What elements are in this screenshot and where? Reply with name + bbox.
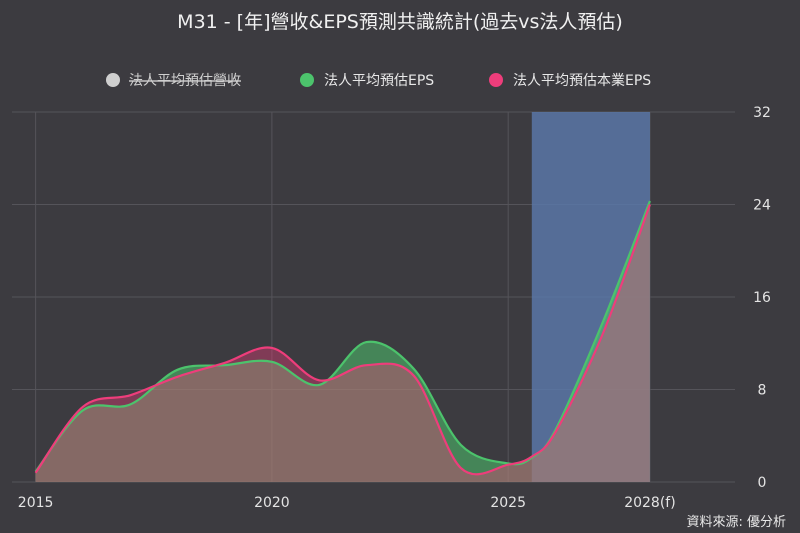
- y-tick-label-16: 16: [753, 290, 771, 306]
- y-tick-label-0: 0: [758, 475, 767, 491]
- area-eps: [35, 201, 650, 482]
- legend: 法人平均預估營收 法人平均預估EPS 法人平均預估本業EPS: [106, 73, 651, 89]
- x-axis-tick-labels: 2015 2020 2025 2028(f): [18, 495, 676, 511]
- y-tick-label-32: 32: [753, 105, 771, 121]
- x-tick-label-2015: 2015: [18, 495, 54, 511]
- x-tick-label-2020: 2020: [254, 495, 290, 511]
- series-lines: [34, 200, 651, 476]
- series-areas: [35, 201, 650, 482]
- legend-item-core-eps[interactable]: 法人平均預估本業EPS: [489, 73, 651, 89]
- area-core-eps: [35, 204, 650, 482]
- line-core-eps[interactable]: [34, 204, 651, 476]
- y-axis-tick-labels: 0 8 16 24 32: [753, 105, 771, 491]
- legend-item-revenue[interactable]: 法人平均預估營收: [106, 73, 241, 89]
- line-eps[interactable]: [34, 200, 651, 473]
- legend-marker-revenue: [106, 73, 120, 87]
- chart-title: M31 - [年]營收&EPS預測共識統計(過去vs法人預估): [177, 11, 623, 33]
- legend-marker-core-eps: [489, 73, 503, 87]
- y-tick-label-24: 24: [753, 198, 771, 214]
- legend-item-eps[interactable]: 法人平均預估EPS: [300, 73, 434, 89]
- legend-label-core-eps: 法人平均預估本業EPS: [513, 73, 651, 89]
- y-tick-label-8: 8: [758, 383, 767, 399]
- legend-label-eps: 法人平均預估EPS: [324, 73, 434, 89]
- x-tick-label-2025: 2025: [490, 495, 526, 511]
- x-tick-label-2028: 2028(f): [624, 495, 675, 511]
- legend-label-revenue: 法人平均預估營收: [129, 73, 241, 89]
- legend-marker-eps: [300, 73, 314, 87]
- data-source-credit: 資料來源: 優分析: [686, 515, 786, 530]
